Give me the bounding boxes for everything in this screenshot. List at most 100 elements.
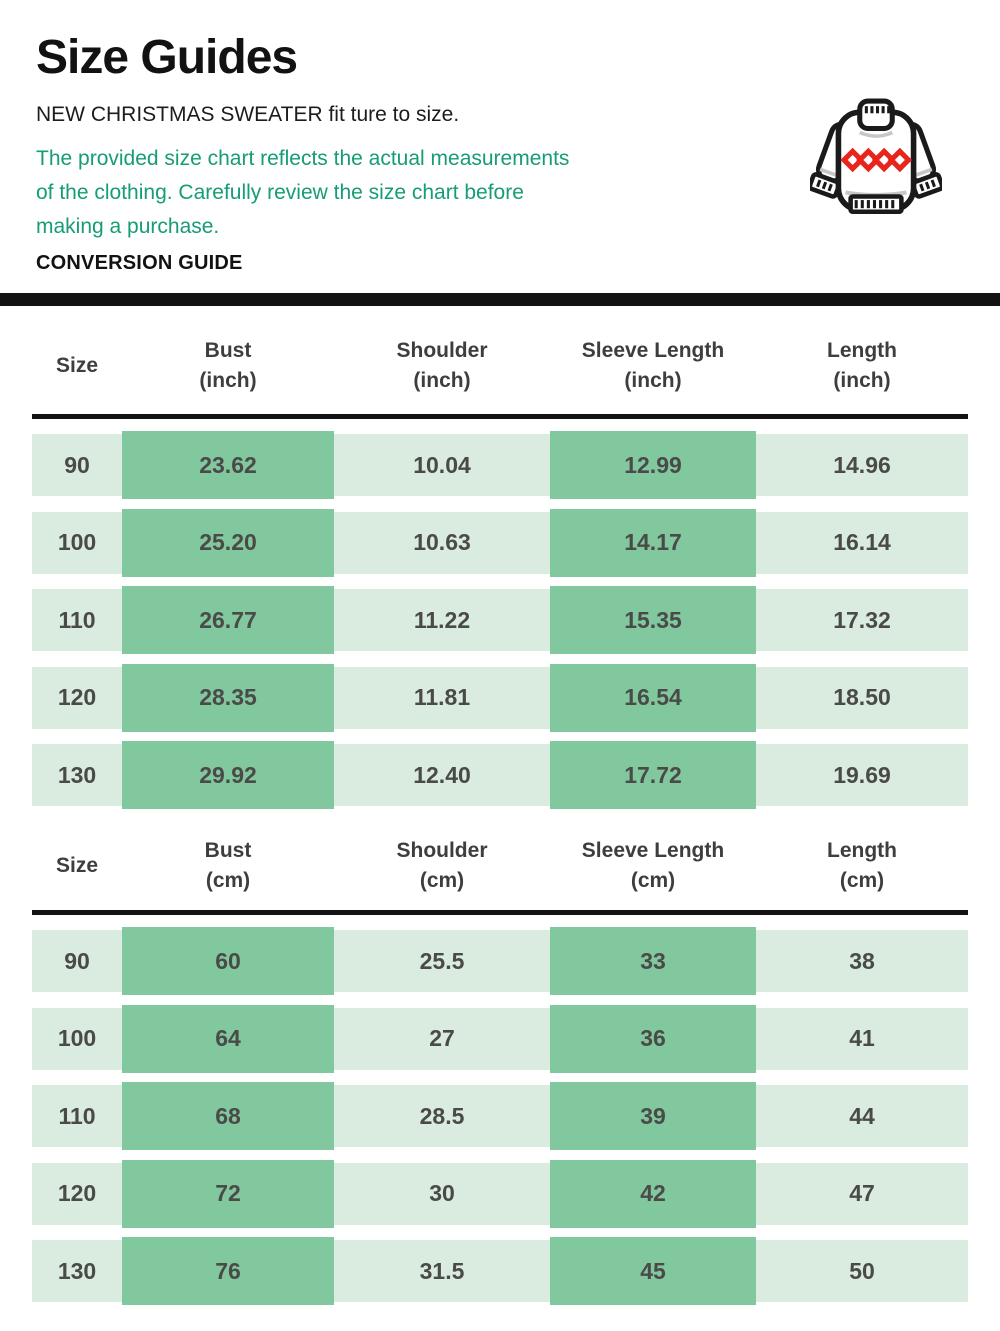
table-body: 90 23.62 10.04 12.99 14.96 100 25.20 10.63 14.17… — [32, 419, 968, 810]
header-unit: (inch) — [833, 369, 891, 393]
sleeve-cell: 39 — [550, 1082, 756, 1151]
header-label: Size — [55, 354, 99, 378]
table-row: 130 76 31.5 45 50 — [32, 1237, 968, 1306]
table-row: 110 68 28.5 39 44 — [32, 1082, 968, 1151]
table-row: 130 29.92 12.40 17.72 19.69 — [32, 741, 968, 810]
sleeve-cell: 36 — [550, 1004, 756, 1073]
sleeve-cell: 16.54 — [550, 663, 756, 732]
table-header-row: Size Bust (inch) Shoulder (inch) Sleeve Lengt… — [32, 306, 968, 420]
shoulder-cell: 10.63 — [334, 511, 550, 574]
sweater-collar — [857, 98, 895, 132]
length-cell: 14.96 — [756, 434, 968, 497]
shoulder-cell: 27 — [334, 1007, 550, 1070]
length-cell: 38 — [756, 930, 968, 993]
sleeve-cell: 33 — [550, 927, 756, 996]
length-cell: 18.50 — [756, 666, 968, 729]
length-cell: 19.69 — [756, 744, 968, 807]
header-cell-size: Size — [32, 851, 122, 881]
size-cell: 120 — [32, 1162, 122, 1225]
sweater-hem-ribbing — [854, 200, 895, 209]
conversion-guide-label: CONVERSION GUIDE — [36, 252, 243, 275]
size-cell: 90 — [32, 930, 122, 993]
page-title: Size Guides — [36, 31, 298, 84]
size-cell: 90 — [32, 434, 122, 497]
size-cell: 110 — [32, 1085, 122, 1148]
header-label: Size — [55, 854, 99, 878]
shoulder-cell: 30 — [334, 1162, 550, 1225]
size-cell: 130 — [32, 1240, 122, 1303]
shoulder-cell: 12.40 — [334, 744, 550, 807]
size-cell: 120 — [32, 666, 122, 729]
length-cell: 41 — [756, 1007, 968, 1070]
bust-cell: 68 — [122, 1082, 334, 1151]
header-unit: (cm) — [839, 869, 885, 893]
sleeve-cell: 12.99 — [550, 431, 756, 500]
header-label: Shoulder — [396, 839, 488, 863]
shoulder-cell: 10.04 — [334, 434, 550, 497]
header-cell-size: Size — [32, 351, 122, 381]
bust-cell: 72 — [122, 1159, 334, 1228]
table-row: 90 23.62 10.04 12.99 14.96 — [32, 431, 968, 500]
shoulder-cell: 28.5 — [334, 1085, 550, 1148]
header-cell-bust: Bust (cm) — [122, 836, 334, 896]
header-cell-length: Length (inch) — [756, 336, 968, 396]
header-label: Sleeve Length — [581, 839, 725, 863]
header-label: Bust — [204, 339, 252, 363]
note-line: The provided size chart reflects the act… — [36, 147, 570, 171]
page-header: Size Guides NEW CHRISTMAS SWEATER fit tu… — [0, 0, 1000, 276]
table-row: 90 60 25.5 33 38 — [32, 927, 968, 996]
christmas-sweater-icon — [810, 98, 942, 215]
sleeve-cell: 45 — [550, 1237, 756, 1306]
header-unit: (inch) — [624, 369, 682, 393]
header-unit: (inch) — [199, 369, 257, 393]
size-cell: 100 — [32, 511, 122, 574]
table-body: 90 60 25.5 33 38 100 64 27 36 41 110 68 28.5 39 44 120 7… — [32, 915, 968, 1306]
length-cell: 16.14 — [756, 511, 968, 574]
table-row: 100 25.20 10.63 14.17 16.14 — [32, 508, 968, 577]
size-cell: 130 — [32, 744, 122, 807]
sleeve-cell: 42 — [550, 1159, 756, 1228]
header-unit: (cm) — [630, 869, 676, 893]
header-cell-sleeve: Sleeve Length (inch) — [550, 336, 756, 396]
header-label: Sleeve Length — [581, 339, 725, 363]
diamond-pattern — [840, 147, 913, 173]
header-cell-sleeve: Sleeve Length (cm) — [550, 836, 756, 896]
table-header-row: Size Bust (cm) Shoulder (cm) Sleeve Length (cm… — [32, 806, 968, 916]
header-unit: (cm) — [205, 869, 251, 893]
shoulder-cell: 25.5 — [334, 930, 550, 993]
sleeve-cell: 15.35 — [550, 586, 756, 655]
table-row: 120 28.35 11.81 16.54 18.50 — [32, 663, 968, 732]
bust-cell: 28.35 — [122, 663, 334, 732]
bust-cell: 29.92 — [122, 741, 334, 810]
header-cell-length: Length (cm) — [756, 836, 968, 896]
note-line: of the clothing. Carefully review the si… — [36, 181, 524, 205]
shoulder-cell: 11.81 — [334, 666, 550, 729]
size-table-cm: Size Bust (cm) Shoulder (cm) Sleeve Length (cm… — [32, 806, 968, 1306]
header-label: Length — [827, 339, 897, 363]
length-cell: 44 — [756, 1085, 968, 1148]
header-unit: (inch) — [413, 369, 471, 393]
shoulder-cell: 31.5 — [334, 1240, 550, 1303]
table-row: 120 72 30 42 47 — [32, 1159, 968, 1228]
shoulder-cell: 11.22 — [334, 589, 550, 652]
bust-cell: 64 — [122, 1004, 334, 1073]
header-label: Bust — [204, 839, 252, 863]
fit-subtitle: NEW CHRISTMAS SWEATER fit ture to size. — [36, 103, 460, 127]
header-cell-shoulder: Shoulder (inch) — [334, 336, 550, 396]
bust-cell: 26.77 — [122, 586, 334, 655]
bust-cell: 60 — [122, 927, 334, 996]
header-cell-bust: Bust (inch) — [122, 336, 334, 396]
table-row: 110 26.77 11.22 15.35 17.32 — [32, 586, 968, 655]
size-cell: 100 — [32, 1007, 122, 1070]
size-chart-note: The provided size chart reflects the act… — [36, 142, 964, 244]
bust-cell: 23.62 — [122, 431, 334, 500]
size-table-inch: Size Bust (inch) Shoulder (inch) Sleeve Lengt… — [32, 306, 968, 810]
divider-bar — [0, 293, 1000, 307]
length-cell: 17.32 — [756, 589, 968, 652]
header-unit: (cm) — [419, 869, 465, 893]
header-cell-shoulder: Shoulder (cm) — [334, 836, 550, 896]
note-line: making a purchase. — [36, 215, 220, 239]
header-label: Shoulder — [396, 339, 488, 363]
sleeve-cell: 14.17 — [550, 508, 756, 577]
